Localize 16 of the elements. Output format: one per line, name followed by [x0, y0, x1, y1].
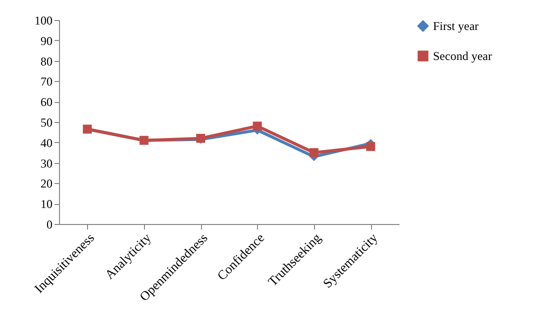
y-tick-label: 40	[40, 136, 52, 150]
y-tick-label: 10	[40, 197, 52, 212]
y-tick-label: 100	[34, 14, 52, 28]
y-tick-label: 0	[46, 218, 52, 232]
y-tick-label: 90	[40, 34, 52, 48]
legend-label: First year	[433, 19, 479, 33]
point	[310, 148, 318, 158]
point	[252, 122, 262, 131]
y-tick-label: 20	[40, 176, 52, 191]
y-tick-label: 80	[40, 54, 52, 68]
legend-label: Second year	[433, 49, 492, 63]
point	[366, 142, 376, 151]
y-tick-label: 60	[40, 95, 52, 110]
y-tick-label: 30	[40, 156, 52, 170]
y-tick-label: 50	[40, 116, 52, 130]
y-tick-label: 70	[40, 74, 52, 89]
